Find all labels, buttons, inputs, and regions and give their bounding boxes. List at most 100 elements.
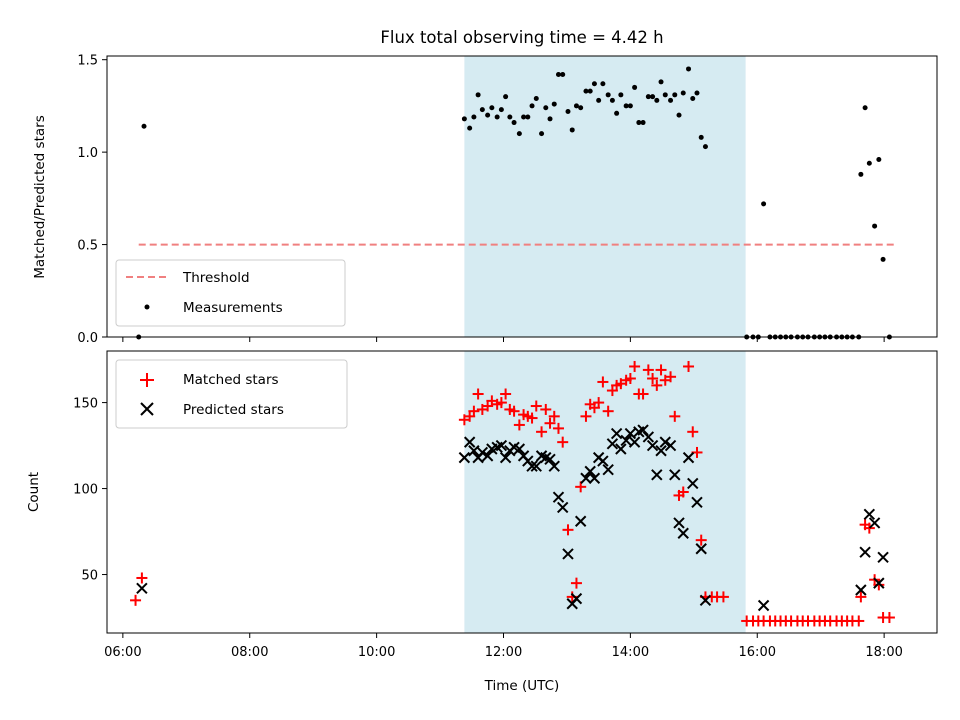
measurement-point (654, 97, 660, 103)
predicted-star-point (687, 477, 699, 490)
predicted-star-point (588, 472, 601, 484)
matched-star-point (687, 426, 699, 438)
bottom-ticks: 06:00 08:00 10:00 12:00 14:00 16:00 18:00 50 100… (73, 397, 903, 660)
measurement-point (702, 144, 708, 150)
predicted-star-point (597, 455, 609, 467)
matched-star-point (873, 579, 885, 591)
predicted-star-point (620, 434, 632, 447)
measurement-point (467, 125, 473, 131)
predicted-star-point (863, 508, 876, 521)
legend-matched-swatch (140, 373, 154, 387)
predicted-star-point (637, 424, 649, 436)
bottom-legend-box (115, 359, 348, 429)
measurement-point (555, 71, 561, 77)
x-tick-label: 10:00 (358, 645, 395, 660)
matched-star-point (593, 397, 605, 409)
measurement-point (583, 88, 589, 94)
measurement-point (596, 97, 602, 103)
matched-star-point (602, 405, 614, 417)
predicted-star-point (628, 436, 641, 448)
measurement-point (587, 88, 593, 94)
top-y-tick-label: 1.0 (77, 146, 98, 161)
top-panel: Flux total observing time = 4.42 h 0.00.… (32, 28, 938, 346)
matched-star-point (580, 410, 592, 422)
matched-star-point (557, 436, 569, 448)
measurement-point (503, 94, 509, 100)
measurement-point (609, 97, 615, 103)
measurement-point (662, 92, 668, 98)
matched-star-point (677, 486, 689, 498)
matched-star-point (468, 405, 480, 417)
x-tick-label: 06:00 (104, 645, 141, 660)
x-tick-label: 18:00 (865, 645, 902, 660)
predicted-star-point (659, 436, 671, 448)
legend-threshold-label: Threshold (182, 270, 250, 286)
matched-star-point (647, 373, 659, 385)
top-y-tick-label: 1.5 (77, 54, 98, 69)
measurement-point (645, 94, 651, 100)
predicted-star-point (513, 443, 526, 455)
x-tick-label: 16:00 (739, 645, 776, 660)
measurement-point (632, 84, 638, 90)
predicted-star-point (677, 527, 689, 539)
measurement-point (866, 160, 872, 166)
measurement-point (543, 105, 549, 111)
matched-star-point (695, 534, 707, 546)
measurement-point (529, 103, 535, 109)
predicted-star-point (570, 592, 583, 605)
predicted-star-point (584, 465, 596, 478)
bottom-shaded-region (464, 351, 746, 633)
predicted-star-point (552, 491, 565, 503)
legend-predicted-label: Predicted stars (183, 402, 284, 418)
matched-star-point (853, 615, 865, 627)
matched-star-point (513, 419, 525, 431)
bottom-y-tick-label: 100 (73, 483, 98, 498)
measurement-point (605, 92, 611, 98)
x-tick-label: 12:00 (485, 645, 522, 660)
bottom-y-tick-label: 150 (73, 397, 98, 412)
measurement-point (507, 114, 513, 120)
matched-star-point (495, 397, 507, 409)
measurement-point (627, 103, 633, 109)
legend-predicted-swatch (140, 402, 154, 416)
matched-star-point (683, 360, 695, 372)
predicted-star-point (695, 543, 707, 555)
top-plot-frame (106, 55, 938, 338)
measurement-point (578, 105, 584, 111)
measurement-point (498, 107, 504, 113)
matched-star-point (548, 410, 560, 422)
predicted-star-point (136, 582, 148, 594)
predicted-star-point (655, 445, 667, 457)
measurement-point (533, 96, 539, 102)
measurement-point (494, 114, 500, 120)
measurement-point (600, 81, 606, 87)
measurement-point (521, 114, 527, 120)
measurement-point (862, 105, 868, 111)
predicted-star-point (615, 443, 627, 455)
bottom-legend: Matched stars Predicted stars (115, 359, 348, 429)
x-tick-label: 08:00 (231, 645, 268, 660)
bottom-plot-frame (106, 350, 938, 634)
predicted-star-point (859, 546, 871, 558)
bottom-panel: 06:00 08:00 10:00 12:00 14:00 16:00 18:00 50 100… (26, 350, 938, 694)
matched-star-point (508, 405, 520, 417)
measurement-point (668, 97, 674, 103)
top-legend-box (115, 259, 346, 327)
matched-star-point (597, 376, 609, 388)
matched-star-point (669, 410, 681, 422)
predicted-star-point (646, 439, 659, 452)
matched-star-point (530, 400, 542, 412)
matched-star-point (562, 524, 574, 536)
measurement-point (539, 131, 545, 137)
predicted-star-point (691, 496, 703, 509)
matched-star-point (642, 364, 654, 376)
predicted-star-point (556, 501, 569, 514)
top-ticks: 0.0 0.5 1.0 1.5 (77, 54, 885, 346)
measurement-point (880, 256, 886, 262)
predicted-star-point (682, 451, 695, 464)
matched-star-point (637, 388, 649, 400)
legend-measurements-swatch (144, 304, 150, 310)
measurement-point (761, 201, 767, 207)
measurement-point (650, 94, 656, 100)
predicted-star-point (499, 451, 512, 464)
